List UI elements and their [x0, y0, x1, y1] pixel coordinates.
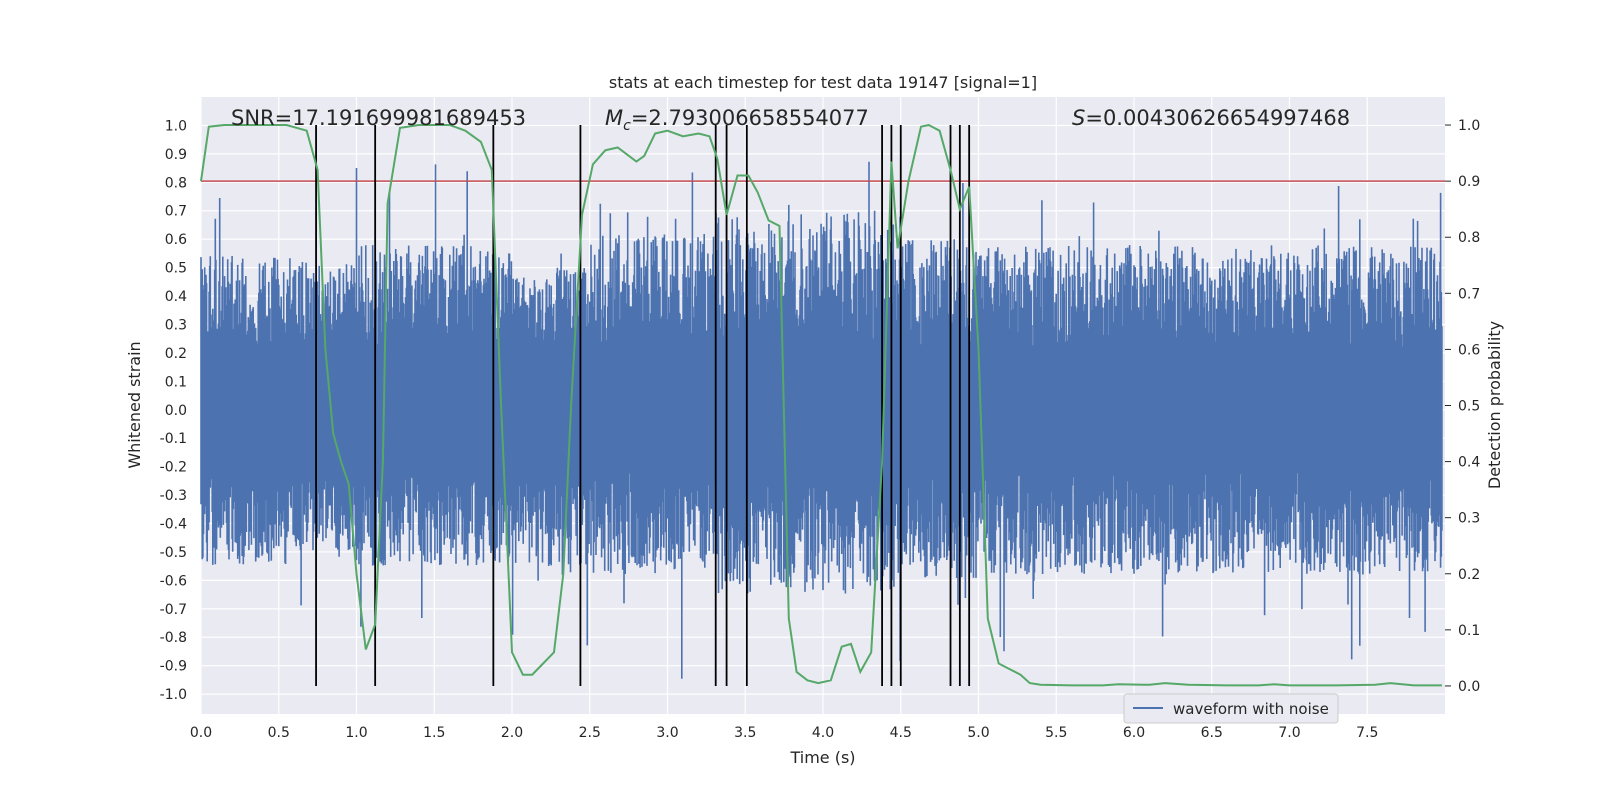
s-symbol: S	[1072, 106, 1085, 130]
x-tick-label: 3.5	[734, 725, 756, 741]
x-tick-label: 2.5	[579, 725, 601, 741]
left-y-tick-label: -0.1	[160, 431, 187, 447]
right-y-axis-label: Detection probability	[1485, 321, 1504, 489]
event-markers	[315, 125, 971, 686]
left-y-tick-label: -0.8	[160, 630, 187, 646]
x-tick-label: 6.5	[1201, 725, 1223, 741]
left-y-tick-label: -1.0	[160, 687, 187, 703]
left-y-tick-label: 0.3	[165, 317, 187, 333]
x-tick-label: 2.0	[501, 725, 523, 741]
left-y-tick-label: 0.5	[165, 261, 187, 277]
left-y-tick-label: -0.5	[160, 545, 187, 561]
x-tick-label: 0.0	[190, 725, 212, 741]
probability-curve	[200, 123, 1442, 687]
right-y-tick-label: 0.6	[1458, 342, 1480, 358]
x-tick-label: 6.0	[1123, 725, 1145, 741]
right-y-tick-label: 0.1	[1458, 623, 1480, 639]
chart-title: stats at each timestep for test data 191…	[609, 73, 1037, 92]
left-y-tick-label: 0.8	[165, 175, 187, 191]
right-y-tick-label: 0.2	[1458, 567, 1480, 583]
x-tick-label: 7.0	[1278, 725, 1300, 741]
snr-annotation: SNR=17.191699981689453	[231, 106, 526, 130]
chirp-mass-symbol: M	[605, 106, 623, 130]
left-y-tick-label: 0.7	[165, 204, 187, 220]
right-y-tick-label: 0.8	[1458, 230, 1480, 246]
left-y-tick-label: -0.6	[160, 573, 187, 589]
x-tick-label: 7.5	[1356, 725, 1378, 741]
x-tick-label: 3.0	[656, 725, 678, 741]
x-tick-label: 0.5	[268, 725, 290, 741]
left-y-tick-label: -0.2	[160, 460, 187, 476]
right-y-tick-label: 0.3	[1458, 511, 1480, 527]
x-tick-label: 4.5	[890, 725, 912, 741]
right-y-tick-label: 0.7	[1458, 286, 1480, 302]
right-y-tick-label: 0.5	[1458, 399, 1480, 415]
s-value: =0.00430626654997468	[1085, 106, 1350, 130]
right-y-axis-ticks: 0.0 0.1 0.2 0.3 0.4 0.5 0.6 0.7 0.8 0.9 1.0	[1445, 118, 1480, 695]
left-y-tick-label: 1.0	[165, 118, 187, 134]
x-tick-label: 5.0	[967, 725, 989, 741]
left-y-tick-label: -0.4	[160, 516, 187, 532]
right-y-tick-label: 0.4	[1458, 455, 1480, 471]
chirp-mass-value: =2.793006658554077	[631, 106, 869, 130]
left-y-tick-label: -0.3	[160, 488, 187, 504]
left-y-tick-label: 0.2	[165, 346, 187, 362]
left-y-tick-label: 0.0	[165, 403, 187, 419]
left-y-tick-label: 0.4	[165, 289, 187, 305]
x-tick-label: 5.5	[1045, 725, 1067, 741]
left-y-axis-ticks: -1.0 -0.9 -0.8 -0.7 -0.6 -0.5 -0.4 -0.3 -0.2 -0.1…	[160, 118, 187, 703]
right-y-tick-label: 0.0	[1458, 679, 1480, 695]
right-y-tick-label: 1.0	[1458, 118, 1480, 134]
chirp-mass-subscript: c	[623, 118, 631, 134]
left-y-tick-label: -0.9	[160, 659, 187, 675]
left-y-axis-label: Whitened strain	[125, 341, 144, 468]
left-y-tick-label: 0.9	[165, 147, 187, 163]
chirp-mass-annotation: Mc=2.793006658554077	[605, 106, 869, 134]
legend-label: waveform with noise	[1173, 700, 1329, 718]
right-y-tick-label: 0.9	[1458, 174, 1480, 190]
left-y-tick-label: -0.7	[160, 602, 187, 618]
s-annotation: S=0.00430626654997468	[1072, 106, 1350, 130]
x-tick-label: 1.0	[345, 725, 367, 741]
left-y-tick-label: 0.1	[165, 374, 187, 390]
legend-box	[1123, 693, 1339, 724]
x-axis-label: Time (s)	[789, 748, 855, 767]
x-tick-label: 1.5	[423, 725, 445, 741]
legend: waveform with noise	[1123, 693, 1339, 724]
x-axis-ticks: 0.0 0.5 1.0 1.5 2.0 2.5 3.0 3.5 4.0 4.5 5.0 5.5 6.0 6…	[190, 725, 1379, 741]
x-tick-label: 4.0	[812, 725, 834, 741]
probability-line	[200, 123, 1442, 687]
left-y-tick-label: 0.6	[165, 232, 187, 248]
